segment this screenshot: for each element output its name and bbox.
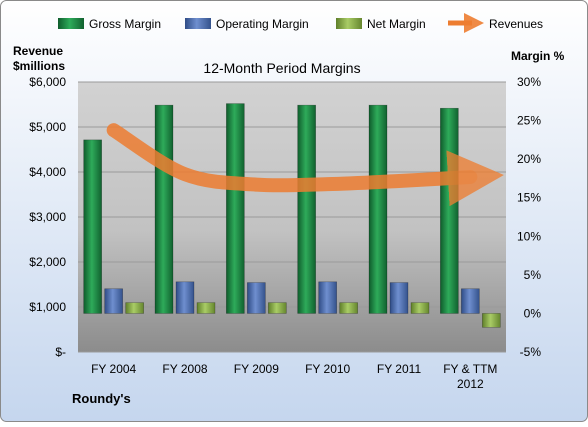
bar-operating-margin-fy-2004 <box>104 288 123 314</box>
category-label-fy-2011: FY 2011 <box>377 362 422 376</box>
company-label: Roundy's <box>72 391 131 406</box>
category-label-fy-2004: FY 2004 <box>91 362 136 376</box>
bar-net-margin-fy-2004 <box>125 302 144 314</box>
bar-gross-margin-fy-2009 <box>226 103 245 314</box>
left-tick-label: $3,000 <box>29 210 66 224</box>
left-tick-label: $6,000 <box>29 75 66 89</box>
legend-swatch-net-margin <box>336 18 362 29</box>
legend-item-net-margin: Net Margin <box>336 17 426 31</box>
right-tick-label: 20% <box>517 152 541 166</box>
bar-operating-margin-fy-2011 <box>389 282 409 314</box>
bar-operating-margin-fy-2010 <box>318 281 337 314</box>
right-tick-label: 30% <box>517 75 541 89</box>
legend-item-revenues: Revenues <box>448 13 543 33</box>
bar-operating-margin-fy-2008 <box>175 281 195 314</box>
legend-label-revenues: Revenues <box>489 17 543 31</box>
right-axis-title: Margin % <box>511 49 565 63</box>
right-tick-label: 0% <box>524 306 542 320</box>
right-tick-label: 10% <box>517 229 541 243</box>
legend-label-operating-margin: Operating Margin <box>216 17 309 31</box>
left-tick-label: $- <box>55 345 66 359</box>
legend-item-gross-margin: Gross Margin <box>58 17 161 31</box>
chart-title: 12-Month Period Margins <box>203 60 360 76</box>
bar-operating-margin-fy-ttm-2012 <box>461 288 480 314</box>
left-tick-label: $2,000 <box>29 255 66 269</box>
right-tick-label: 15% <box>517 191 541 205</box>
revenues-line <box>106 123 504 207</box>
left-tick-label: $5,000 <box>29 120 66 134</box>
left-axis-title-line-2: $millions <box>13 59 65 73</box>
category-label-fy-2009: FY 2009 <box>234 362 279 376</box>
right-axis-ticks: -5% 0% 5% 10% 15% 20% 25% 30% <box>517 75 541 359</box>
legend-swatch-operating-margin <box>185 18 211 29</box>
bar-gross-margin-fy-2004 <box>83 139 102 314</box>
bar-gross-margin-fy-2008 <box>154 104 174 314</box>
legend-item-operating-margin: Operating Margin <box>185 17 309 31</box>
x-axis-ticks: FY 2004 FY 2008 FY 2009 FY 2010 FY 2011 FY & … <box>91 362 497 391</box>
category-label-fy-ttm-2012: FY & TTM 2012 <box>443 362 497 391</box>
left-axis-title-line-1: Revenue <box>13 44 63 58</box>
category-label-fy-2010: FY 2010 <box>305 362 350 376</box>
right-tick-label: 5% <box>524 268 542 282</box>
legend: Gross Margin Operating Margin Net Margin… <box>58 13 543 33</box>
bar-gross-margin-fy-2011 <box>368 104 388 314</box>
legend-label-gross-margin: Gross Margin <box>89 17 161 31</box>
bar-net-margin-fy-ttm-2012 <box>482 313 501 328</box>
bar-net-margin-fy-2011 <box>410 302 430 314</box>
bar-operating-margin-fy-2009 <box>247 282 266 314</box>
bar-net-margin-fy-2008 <box>196 302 216 314</box>
legend-label-net-margin: Net Margin <box>367 17 426 31</box>
legend-swatch-gross-margin <box>58 18 84 29</box>
right-tick-label: -5% <box>520 345 542 359</box>
bar-gross-margin-fy-2010 <box>297 104 316 314</box>
revenues-series <box>106 123 504 207</box>
category-label-fy-2008: FY 2008 <box>162 362 207 376</box>
left-tick-label: $1,000 <box>29 300 66 314</box>
bar-series <box>83 103 501 328</box>
left-tick-label: $4,000 <box>29 165 66 179</box>
bar-net-margin-fy-2010 <box>339 302 358 314</box>
right-tick-label: 25% <box>517 114 541 128</box>
left-axis-ticks: $- $1,000 $2,000 $3,000 $4,000 $5,000 $6,000 <box>29 75 66 359</box>
bar-net-margin-fy-2009 <box>268 302 287 314</box>
bar-gross-margin-fy-ttm-2012 <box>440 107 459 314</box>
gridlines <box>78 81 506 353</box>
